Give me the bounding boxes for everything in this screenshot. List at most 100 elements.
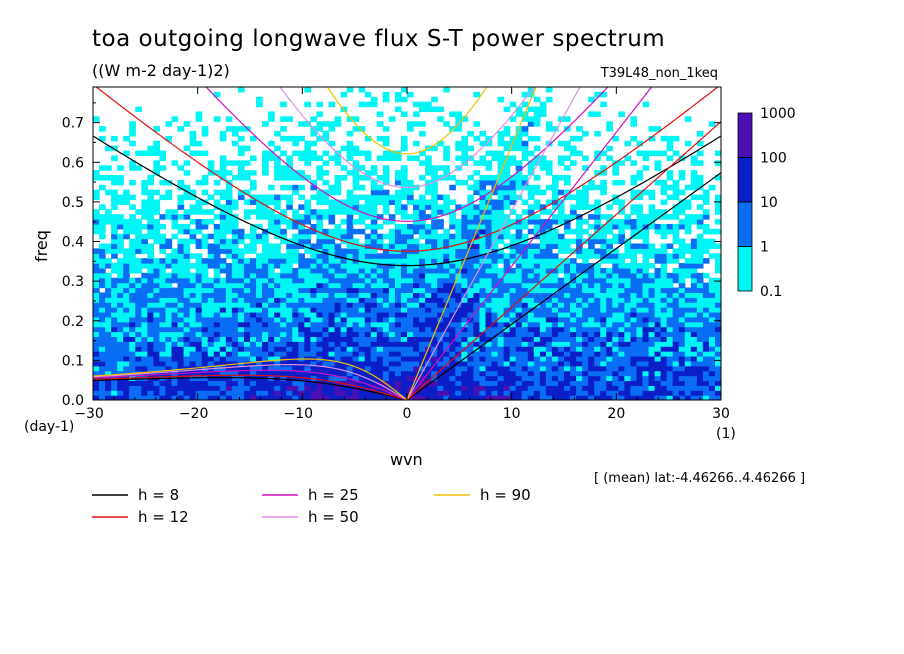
spectrum-cell [708,346,716,352]
spectrum-cell [117,346,124,352]
spectrum-cell [545,346,553,352]
spectrum-cell [570,355,577,362]
dispersion-curve-ig-h8 [93,135,721,267]
spectrum-cell [322,351,330,357]
spectrum-cell [600,385,607,391]
spectrum-cell [491,155,499,161]
spectrum-cell [606,336,613,342]
spectrum-cell [129,302,136,308]
spectrum-cell [195,365,203,372]
spectrum-cell [213,287,221,294]
spectrum-cell [135,209,142,215]
spectrum-cell [576,351,583,357]
spectrum-cell [678,360,686,367]
spectrum-cell [159,336,167,342]
spectrum-cell [497,140,505,147]
spectrum-cell [521,248,529,254]
spectrum-cell [352,209,360,215]
spectrum-cell [479,238,487,245]
spectrum-cell [183,214,191,220]
spectrum-cell [213,370,221,377]
spectrum-cell [400,336,408,342]
spectrum-cell [358,219,366,225]
spectrum-cell [189,302,197,308]
spectrum-cell [455,277,462,284]
spectrum-cell [455,316,462,323]
spectrum-cell [382,292,390,298]
spectrum-cell [346,311,354,318]
spectrum-cell [286,307,293,313]
spectrum-cell [201,272,209,279]
spectrum-cell [298,331,305,338]
spectrum-cell [606,253,613,259]
spectrum-cell [298,302,305,308]
spectrum-cell [455,385,462,391]
spectrum-cell [684,326,692,333]
spectrum-cell [684,341,692,347]
spectrum-cell [582,287,589,294]
spectrum-cell [292,331,299,338]
spectrum-cell [413,307,420,313]
spectrum-cell [497,258,505,264]
spectrum-cell [292,243,299,249]
spectrum-cell [195,199,203,205]
spectrum-cell [527,341,535,347]
legend-label: h = 90 [480,486,531,504]
spectrum-cell [352,365,360,372]
spectrum-cell [582,282,589,289]
spectrum-cell [630,395,638,400]
spectrum-cell [340,233,348,240]
spectrum-cell [250,316,257,323]
spectrum-cell [666,360,674,367]
spectrum-cell [407,292,414,298]
spectrum-cell [358,346,366,352]
spectrum-cell [503,267,511,274]
spectrum-cell [268,155,275,161]
spectrum-cell [219,267,227,274]
spectrum-cell [292,321,299,328]
spectrum-cell [304,233,311,240]
spectrum-cell [612,346,619,352]
spectrum-cell [431,292,438,298]
spectrum-cell [165,385,173,391]
spectrum-cell [690,267,698,274]
spectrum-cell [449,272,456,279]
spectrum-cell [394,331,402,338]
spectrum-cell [594,370,601,377]
spectrum-cell [400,258,408,264]
spectrum-cell [147,287,154,294]
spectrum-cell [243,360,251,367]
spectrum-cell [135,302,142,308]
spectrum-cell [431,316,438,323]
spectrum-cell [425,170,432,176]
spectrum-cell [690,282,698,289]
spectrum-cell [292,214,299,220]
spectrum-cell [419,101,426,108]
spectrum-cell [437,258,444,264]
spectrum-cell [684,267,692,274]
spectrum-cell [497,351,505,357]
spectrum-cell [256,209,263,215]
spectrum-cell [431,253,438,259]
spectrum-cell [268,321,275,328]
spectrum-cell [256,282,263,289]
spectrum-cell [225,321,233,328]
spectrum-cell [129,179,136,186]
spectrum-cell [564,360,571,367]
spectrum-cell [557,248,565,254]
spectrum-cell [407,272,414,279]
spectrum-cell [497,194,505,201]
spectrum-cell [262,253,269,259]
spectrum-cell [648,219,656,225]
spectrum-cell [491,365,499,372]
spectrum-cell [515,336,523,342]
spectrum-cell [183,302,191,308]
spectrum-cell [316,199,324,205]
spectrum-cell [93,277,100,284]
spectrum-cell [189,135,197,142]
spectrum-cell [672,351,680,357]
spectrum-cell [183,267,191,274]
dispersion-curve-kelvin-h90 [406,87,537,400]
spectrum-cell [135,336,142,342]
spectrum-cell [322,233,330,240]
